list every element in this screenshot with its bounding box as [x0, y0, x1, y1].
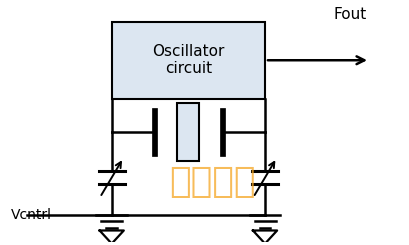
Bar [220, 108, 225, 156]
Text: Fout: Fout [334, 7, 367, 22]
Bar [152, 108, 157, 156]
Text: 统一电子: 统一电子 [169, 165, 256, 199]
Text: Vcntrl: Vcntrl [11, 208, 52, 222]
Bar [177, 103, 200, 161]
Text: Oscillator
circuit: Oscillator circuit [152, 44, 225, 76]
Bar [112, 22, 265, 98]
